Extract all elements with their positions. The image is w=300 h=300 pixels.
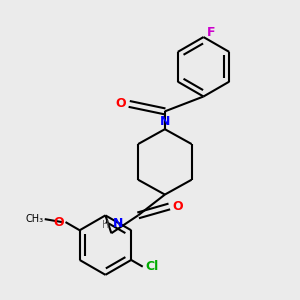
Text: O: O: [53, 216, 64, 229]
Text: N: N: [113, 217, 123, 230]
Text: O: O: [116, 98, 126, 110]
Text: CH₃: CH₃: [25, 214, 43, 224]
Text: H: H: [103, 220, 110, 230]
Text: N: N: [160, 115, 170, 128]
Text: F: F: [206, 26, 215, 39]
Text: Cl: Cl: [146, 260, 159, 273]
Text: O: O: [172, 200, 183, 213]
